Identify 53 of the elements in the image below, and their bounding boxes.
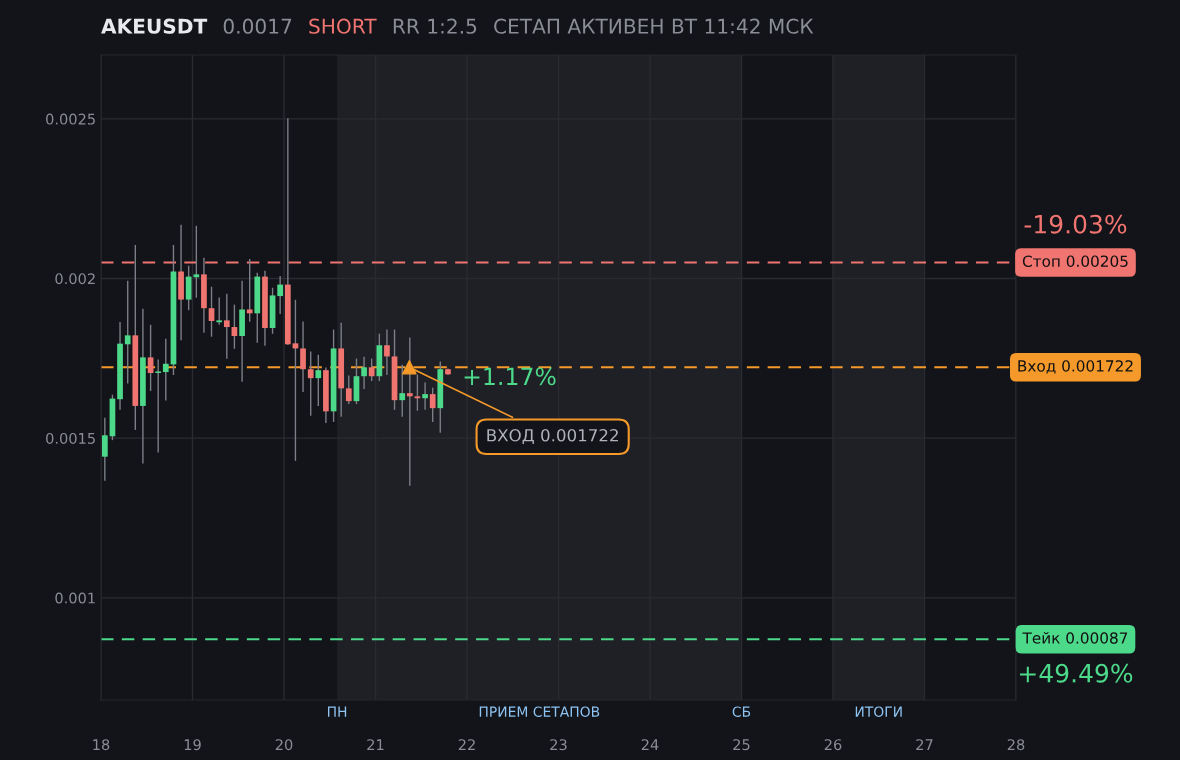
candlestick (368, 358, 375, 382)
ref-line-label: Вход 0.001722 (1018, 360, 1133, 374)
x-tick-label: 28 (1007, 739, 1025, 751)
band-label: ПРИЕМ СЕТАПОВ (479, 706, 600, 717)
candlestick (345, 375, 352, 405)
candlestick (429, 387, 436, 422)
candlestick (361, 356, 367, 390)
candlestick (277, 275, 284, 315)
candlestick (422, 382, 428, 410)
annotation: +1.17% (464, 367, 556, 386)
text: ПН (327, 706, 347, 717)
y-tick-label: 0.0025 (46, 113, 95, 125)
candlestick (406, 337, 413, 486)
candlestick (223, 293, 230, 359)
x-tick-label: 26 (824, 739, 842, 751)
candlestick (101, 417, 108, 481)
x-tick-label: 23 (550, 739, 567, 751)
candlestick (315, 354, 322, 406)
text: RR 1:2.5 (393, 18, 477, 34)
ref-line-label: Стоп 0.00205 (1022, 255, 1128, 267)
candlestick (384, 329, 390, 376)
x-tick-label: 18 (93, 739, 110, 751)
text: SHORT (309, 18, 377, 34)
x-tick-label: 22 (458, 739, 475, 750)
candlestick (147, 324, 154, 391)
candlestick (414, 374, 421, 411)
candlestick (162, 338, 169, 401)
x-tick-label: 19 (184, 739, 201, 751)
chart-title: AKEUSDT (101, 18, 208, 34)
x-tick-label: 21 (367, 739, 384, 750)
ref-line-label: Тейк 0.00087 (1022, 632, 1128, 644)
candlestick (193, 225, 200, 298)
candlestick (300, 321, 306, 392)
chart-subtitle: 0.0017 (223, 18, 292, 34)
text: СЕТАП АКТИВЕН ВТ 11:42 МСК (494, 18, 814, 34)
candlestick (216, 297, 223, 325)
x-tick-label: 25 (733, 739, 750, 751)
x-tick-label: 27 (916, 739, 933, 750)
text: +49.49% (1019, 663, 1133, 683)
candlestick (124, 280, 131, 384)
candlestick (399, 364, 406, 417)
candlestick (185, 265, 192, 311)
x-tick-label: 20 (275, 739, 293, 751)
annotation: ВХОД 0.001722 (487, 428, 618, 444)
band-label: ИТОГИ (855, 706, 902, 717)
y-tick-label: 0.0015 (46, 432, 95, 444)
x-tick-label: 24 (641, 739, 659, 750)
y-tick-label: 0.001 (55, 592, 95, 604)
candlestick (307, 351, 314, 416)
candlestick (155, 359, 162, 453)
y-tick-label: 0.002 (55, 273, 95, 285)
text: -19.03% (1024, 214, 1127, 234)
text: СБ (732, 706, 751, 717)
